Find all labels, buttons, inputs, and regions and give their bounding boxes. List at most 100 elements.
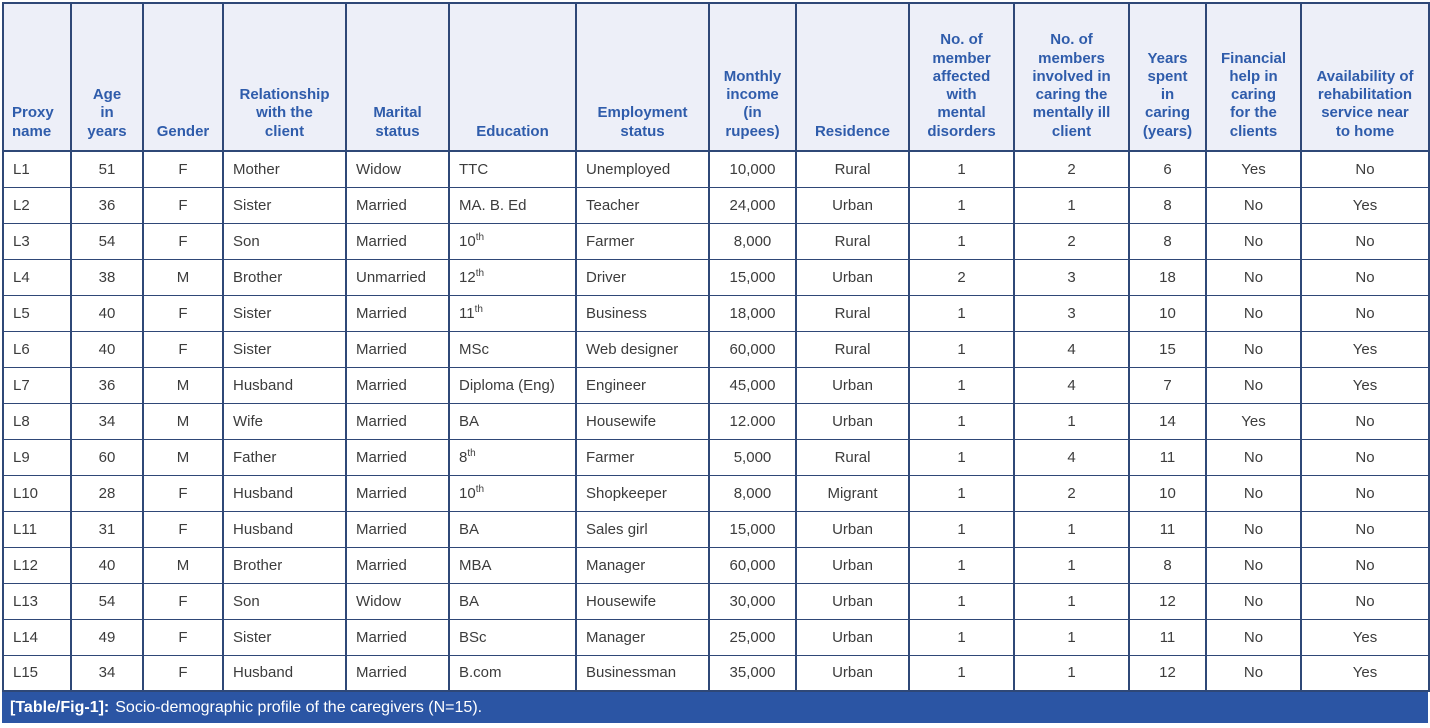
table-cell: 18: [1128, 258, 1207, 296]
column-header-residence: Residence: [795, 2, 910, 152]
table-cell: 1: [908, 402, 1015, 440]
table-cell: Urban: [795, 654, 910, 692]
table-cell: 40: [70, 546, 144, 584]
table-cell: TTC: [448, 150, 577, 188]
table-cell: 1: [908, 438, 1015, 476]
table-cell: 54: [70, 582, 144, 620]
table-cell: Son: [222, 582, 347, 620]
table-cell: M: [142, 258, 224, 296]
table-cell: Teacher: [575, 186, 710, 224]
table-cell: Yes: [1300, 330, 1430, 368]
table-cell: Married: [345, 186, 450, 224]
table-cell: No: [1205, 582, 1302, 620]
table-cell: Yes: [1300, 618, 1430, 656]
table-cell: No: [1300, 258, 1430, 296]
table-cell: F: [142, 474, 224, 512]
table-cell: Brother: [222, 258, 347, 296]
table-cell: F: [142, 222, 224, 260]
table-cell: 45,000: [708, 366, 797, 404]
table-cell: Business: [575, 294, 710, 332]
column-header-employment_status: Employment status: [575, 2, 710, 152]
column-header-no_of_members_involved_in_caring_the_mentally_ill_client: No. of members involved in caring the me…: [1013, 2, 1130, 152]
table-cell: Widow: [345, 150, 450, 188]
table-cell: 15: [1128, 330, 1207, 368]
table-cell: Married: [345, 438, 450, 476]
table-cell: Shopkeeper: [575, 474, 710, 512]
table-cell: F: [142, 186, 224, 224]
table-cell: F: [142, 294, 224, 332]
table-cell: 60,000: [708, 330, 797, 368]
table-cell: MA. B. Ed: [448, 186, 577, 224]
table-cell: 1: [1013, 618, 1130, 656]
table-row: L4 38 M Brother Unmarried 12th Driver 15,000 Urb…: [2, 258, 1430, 296]
table-cell: 40: [70, 294, 144, 332]
table-cell: 1: [908, 510, 1015, 548]
table-cell: F: [142, 618, 224, 656]
table-cell: No: [1300, 474, 1430, 512]
table-cell: BA: [448, 510, 577, 548]
table-row: L7 36 M Husband Married Diploma (Eng) Engineer…: [2, 366, 1430, 404]
table-row: L8 34 M Wife Married BA Housewife 12.000 Urban 1 1…: [2, 402, 1430, 440]
table-cell: Sister: [222, 186, 347, 224]
table-cell: 34: [70, 402, 144, 440]
column-header-years_spent_in_caring_years: Years spent in caring (years): [1128, 2, 1207, 152]
table-cell: No: [1300, 150, 1430, 188]
table-cell: Urban: [795, 582, 910, 620]
table-cell: 12: [1128, 654, 1207, 692]
table-cell: 8th: [448, 438, 577, 476]
table-cell: Manager: [575, 546, 710, 584]
table-cell: 38: [70, 258, 144, 296]
table-cell: 15,000: [708, 258, 797, 296]
table-cell: Married: [345, 546, 450, 584]
table-cell: 4: [1013, 438, 1130, 476]
table-cell: 1: [1013, 510, 1130, 548]
table-cell: 34: [70, 654, 144, 692]
table-cell: Sister: [222, 294, 347, 332]
table-cell: 8,000: [708, 474, 797, 512]
table-cell: L12: [2, 546, 72, 584]
table-cell: 10th: [448, 474, 577, 512]
table-row: L3 54 F Son Married 10th Farmer 8,000 Rural 1 2 8 No…: [2, 222, 1430, 260]
table-cell: Urban: [795, 546, 910, 584]
table-cell: Mother: [222, 150, 347, 188]
table-cell: No: [1300, 222, 1430, 260]
table-cell: 5,000: [708, 438, 797, 476]
table-cell: BSc: [448, 618, 577, 656]
table-cell: 8: [1128, 186, 1207, 224]
table-cell: Son: [222, 222, 347, 260]
table-cell: 60: [70, 438, 144, 476]
table-cell: L2: [2, 186, 72, 224]
table-cell: No: [1205, 258, 1302, 296]
table-cell: M: [142, 366, 224, 404]
table-row: L12 40 M Brother Married MBA Manager 60,000 Urba…: [2, 546, 1430, 584]
table-cell: No: [1300, 510, 1430, 548]
table-cell: MBA: [448, 546, 577, 584]
table-cell: Urban: [795, 186, 910, 224]
header-row: Proxy name Age in years Gender Relationship…: [2, 2, 1430, 152]
table-cell: 54: [70, 222, 144, 260]
table-cell: Urban: [795, 258, 910, 296]
table-cell: Rural: [795, 222, 910, 260]
table-cell: Unemployed: [575, 150, 710, 188]
table-cell: MSc: [448, 330, 577, 368]
table-cell: 1: [908, 186, 1015, 224]
table-cell: 10: [1128, 294, 1207, 332]
table-cell: Yes: [1205, 150, 1302, 188]
table-cell: No: [1205, 294, 1302, 332]
table-cell: Yes: [1300, 186, 1430, 224]
table-cell: Brother: [222, 546, 347, 584]
table-cell: No: [1205, 618, 1302, 656]
table-row: L1 51 F Mother Widow TTC Unemployed 10,000 Rural…: [2, 150, 1430, 188]
table-cell: Husband: [222, 654, 347, 692]
table-cell: 1: [908, 474, 1015, 512]
table-cell: Husband: [222, 510, 347, 548]
table-cell: 24,000: [708, 186, 797, 224]
table-row: L9 60 M Father Married 8th Farmer 5,000 Rural 1 4 1…: [2, 438, 1430, 476]
table-cell: No: [1300, 582, 1430, 620]
table-cell: 7: [1128, 366, 1207, 404]
socio-demographic-table: Proxy name Age in years Gender Relationship…: [2, 2, 1430, 692]
table-cell: Married: [345, 510, 450, 548]
table-cell: No: [1205, 510, 1302, 548]
table-cell: Yes: [1205, 402, 1302, 440]
table-cell: Husband: [222, 474, 347, 512]
